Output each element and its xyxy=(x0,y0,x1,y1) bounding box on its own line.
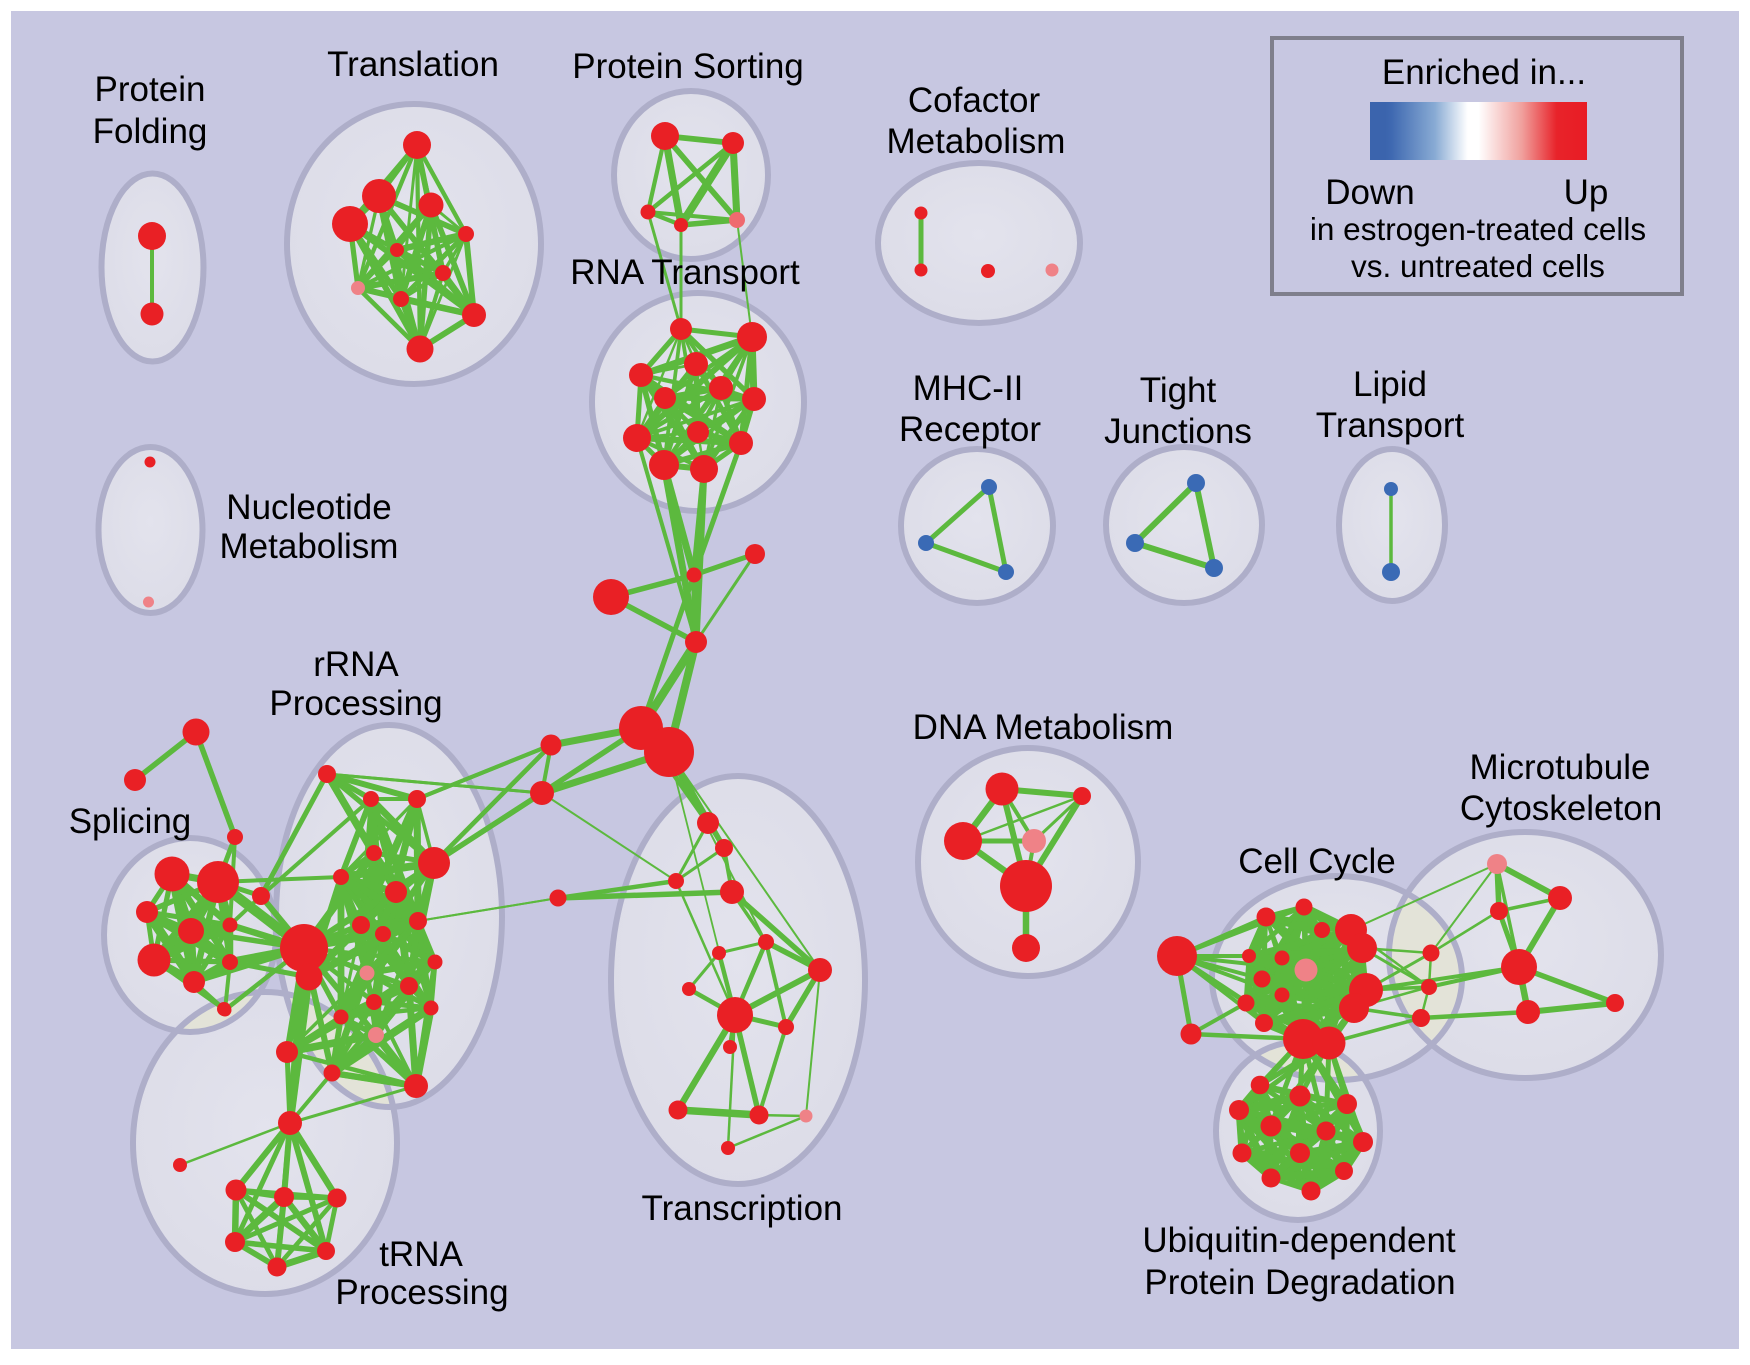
svg-text:Protein: Protein xyxy=(95,70,206,109)
svg-text:Transcription: Transcription xyxy=(642,1189,843,1228)
svg-text:Transport: Transport xyxy=(1316,406,1465,445)
svg-text:Junctions: Junctions xyxy=(1104,412,1252,451)
svg-text:Processing: Processing xyxy=(269,684,442,723)
svg-text:Cytoskeleton: Cytoskeleton xyxy=(1460,789,1662,828)
svg-text:Receptor: Receptor xyxy=(899,410,1041,449)
svg-text:Protein Degradation: Protein Degradation xyxy=(1144,1263,1455,1302)
svg-text:Up: Up xyxy=(1564,173,1609,212)
svg-text:Processing: Processing xyxy=(335,1273,508,1312)
svg-text:Splicing: Splicing xyxy=(69,802,192,841)
svg-text:MHC-II: MHC-II xyxy=(913,369,1024,408)
svg-text:Metabolism: Metabolism xyxy=(887,122,1066,161)
svg-text:Tight: Tight xyxy=(1140,371,1217,410)
svg-text:Ubiquitin-dependent: Ubiquitin-dependent xyxy=(1142,1221,1456,1260)
svg-text:Microtubule: Microtubule xyxy=(1470,748,1651,787)
svg-text:Translation: Translation xyxy=(327,45,499,84)
svg-text:vs. untreated cells: vs. untreated cells xyxy=(1351,248,1605,284)
svg-text:Protein Sorting: Protein Sorting xyxy=(572,47,804,86)
svg-text:Folding: Folding xyxy=(93,112,208,151)
svg-text:rRNA: rRNA xyxy=(313,645,399,684)
svg-text:in estrogen-treated cells: in estrogen-treated cells xyxy=(1310,211,1646,247)
svg-text:Enriched in...: Enriched in... xyxy=(1382,53,1586,92)
svg-text:Metabolism: Metabolism xyxy=(220,527,399,566)
svg-text:Down: Down xyxy=(1325,173,1414,212)
svg-text:tRNA: tRNA xyxy=(379,1235,463,1274)
svg-text:Cell Cycle: Cell Cycle xyxy=(1238,842,1396,881)
svg-text:Lipid: Lipid xyxy=(1353,365,1427,404)
svg-text:Cofactor: Cofactor xyxy=(908,81,1041,120)
svg-text:Nucleotide: Nucleotide xyxy=(226,488,391,527)
svg-text:RNA Transport: RNA Transport xyxy=(570,253,800,292)
svg-text:DNA Metabolism: DNA Metabolism xyxy=(913,708,1174,747)
